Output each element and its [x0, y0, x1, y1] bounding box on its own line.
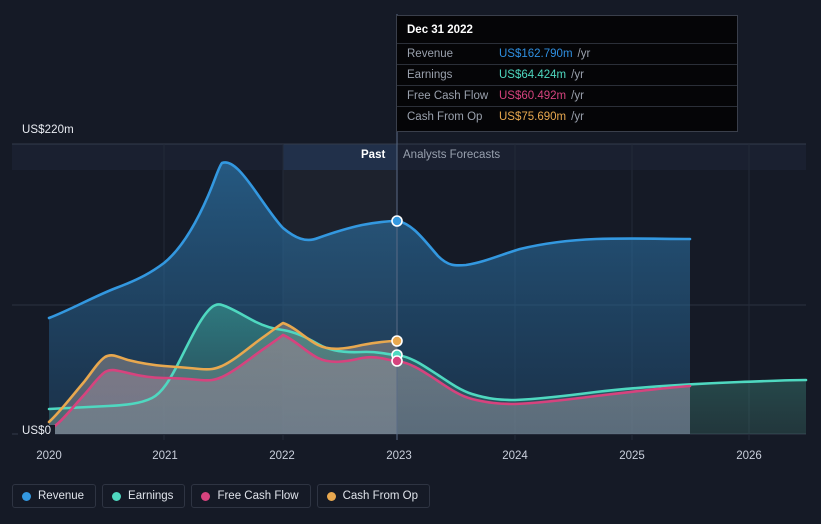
marker-free-cash-flow[interactable] [391, 355, 403, 367]
legend-item-revenue[interactable]: Revenue [12, 484, 97, 508]
tooltip-row-cash-from-op: Cash From Op US$75.690m /yr [397, 106, 737, 127]
chart-svg [12, 14, 808, 440]
forecast-band-label: Analysts Forecasts [403, 149, 501, 161]
tooltip-row-revenue: Revenue US$162.790m /yr [397, 43, 737, 64]
y-axis-min-label: US$0 [18, 425, 56, 437]
chart-legend: Revenue Earnings Free Cash Flow Cash Fro… [12, 484, 431, 508]
tooltip-value-free-cash-flow: US$60.492m [499, 90, 567, 102]
legend-label-free-cash-flow: Free Cash Flow [217, 490, 299, 502]
tooltip-date: Dec 31 2022 [407, 24, 473, 36]
tooltip-value-earnings: US$64.424m [499, 69, 567, 81]
legend-item-cash-from-op[interactable]: Cash From Op [316, 484, 431, 508]
free-cash-flow-line [47, 333, 692, 432]
free-cash-flow-dot-icon [201, 491, 211, 501]
free-cash-flow-area [49, 335, 690, 434]
tooltip-label-cash-from-op: Cash From Op [407, 111, 483, 123]
x-tick-2026: 2026 [736, 450, 762, 462]
earnings-dot-icon [112, 491, 122, 501]
revenue-dot-icon [22, 491, 31, 501]
past-band-label: Past [361, 149, 386, 161]
tooltip-unit-cash-from-op: /yr [571, 111, 584, 123]
x-tick-2022: 2022 [269, 450, 295, 462]
revenue-line [47, 161, 692, 320]
legend-item-free-cash-flow[interactable]: Free Cash Flow [191, 484, 311, 508]
tooltip-label-revenue: Revenue [407, 48, 454, 60]
marker-cash-from-op[interactable] [391, 335, 403, 347]
chart-plot-area[interactable]: US$220m US$0 2020 2021 2022 2023 2024 20… [0, 0, 821, 470]
tooltip-row-free-cash-flow: Free Cash Flow US$60.492m /yr [397, 85, 737, 106]
x-tick-2023: 2023 [386, 450, 412, 462]
legend-item-earnings[interactable]: Earnings [102, 484, 186, 508]
tooltip-label-earnings: Earnings [407, 69, 453, 81]
cash-from-op-dot-icon [326, 491, 336, 501]
tooltip-value-cash-from-op: US$75.690m [499, 111, 567, 123]
tooltip-row-earnings: Earnings US$64.424m /yr [397, 64, 737, 85]
legend-label-revenue: Revenue [38, 490, 85, 502]
x-tick-2021: 2021 [152, 450, 178, 462]
legend-label-cash-from-op: Cash From Op [342, 490, 419, 502]
marker-revenue[interactable] [391, 215, 403, 227]
tooltip-unit-revenue: /yr [577, 48, 591, 60]
x-tick-2020: 2020 [36, 450, 62, 462]
y-axis-max-label: US$220m [18, 124, 78, 136]
tooltip-value-revenue: US$162.790m [499, 48, 573, 60]
tooltip-unit-free-cash-flow: /yr [571, 90, 584, 102]
band-strip-past-highlight [283, 144, 397, 170]
cash-from-op-line [47, 321, 399, 424]
chart-tooltip: Dec 31 2022 Revenue US$162.790m /yr Earn… [396, 15, 738, 132]
tooltip-unit-earnings: /yr [571, 69, 584, 81]
x-tick-2025: 2025 [619, 450, 645, 462]
x-tick-2024: 2024 [502, 450, 528, 462]
tooltip-label-free-cash-flow: Free Cash Flow [407, 90, 489, 102]
band-strip-background [12, 144, 806, 170]
legend-label-earnings: Earnings [128, 490, 174, 502]
